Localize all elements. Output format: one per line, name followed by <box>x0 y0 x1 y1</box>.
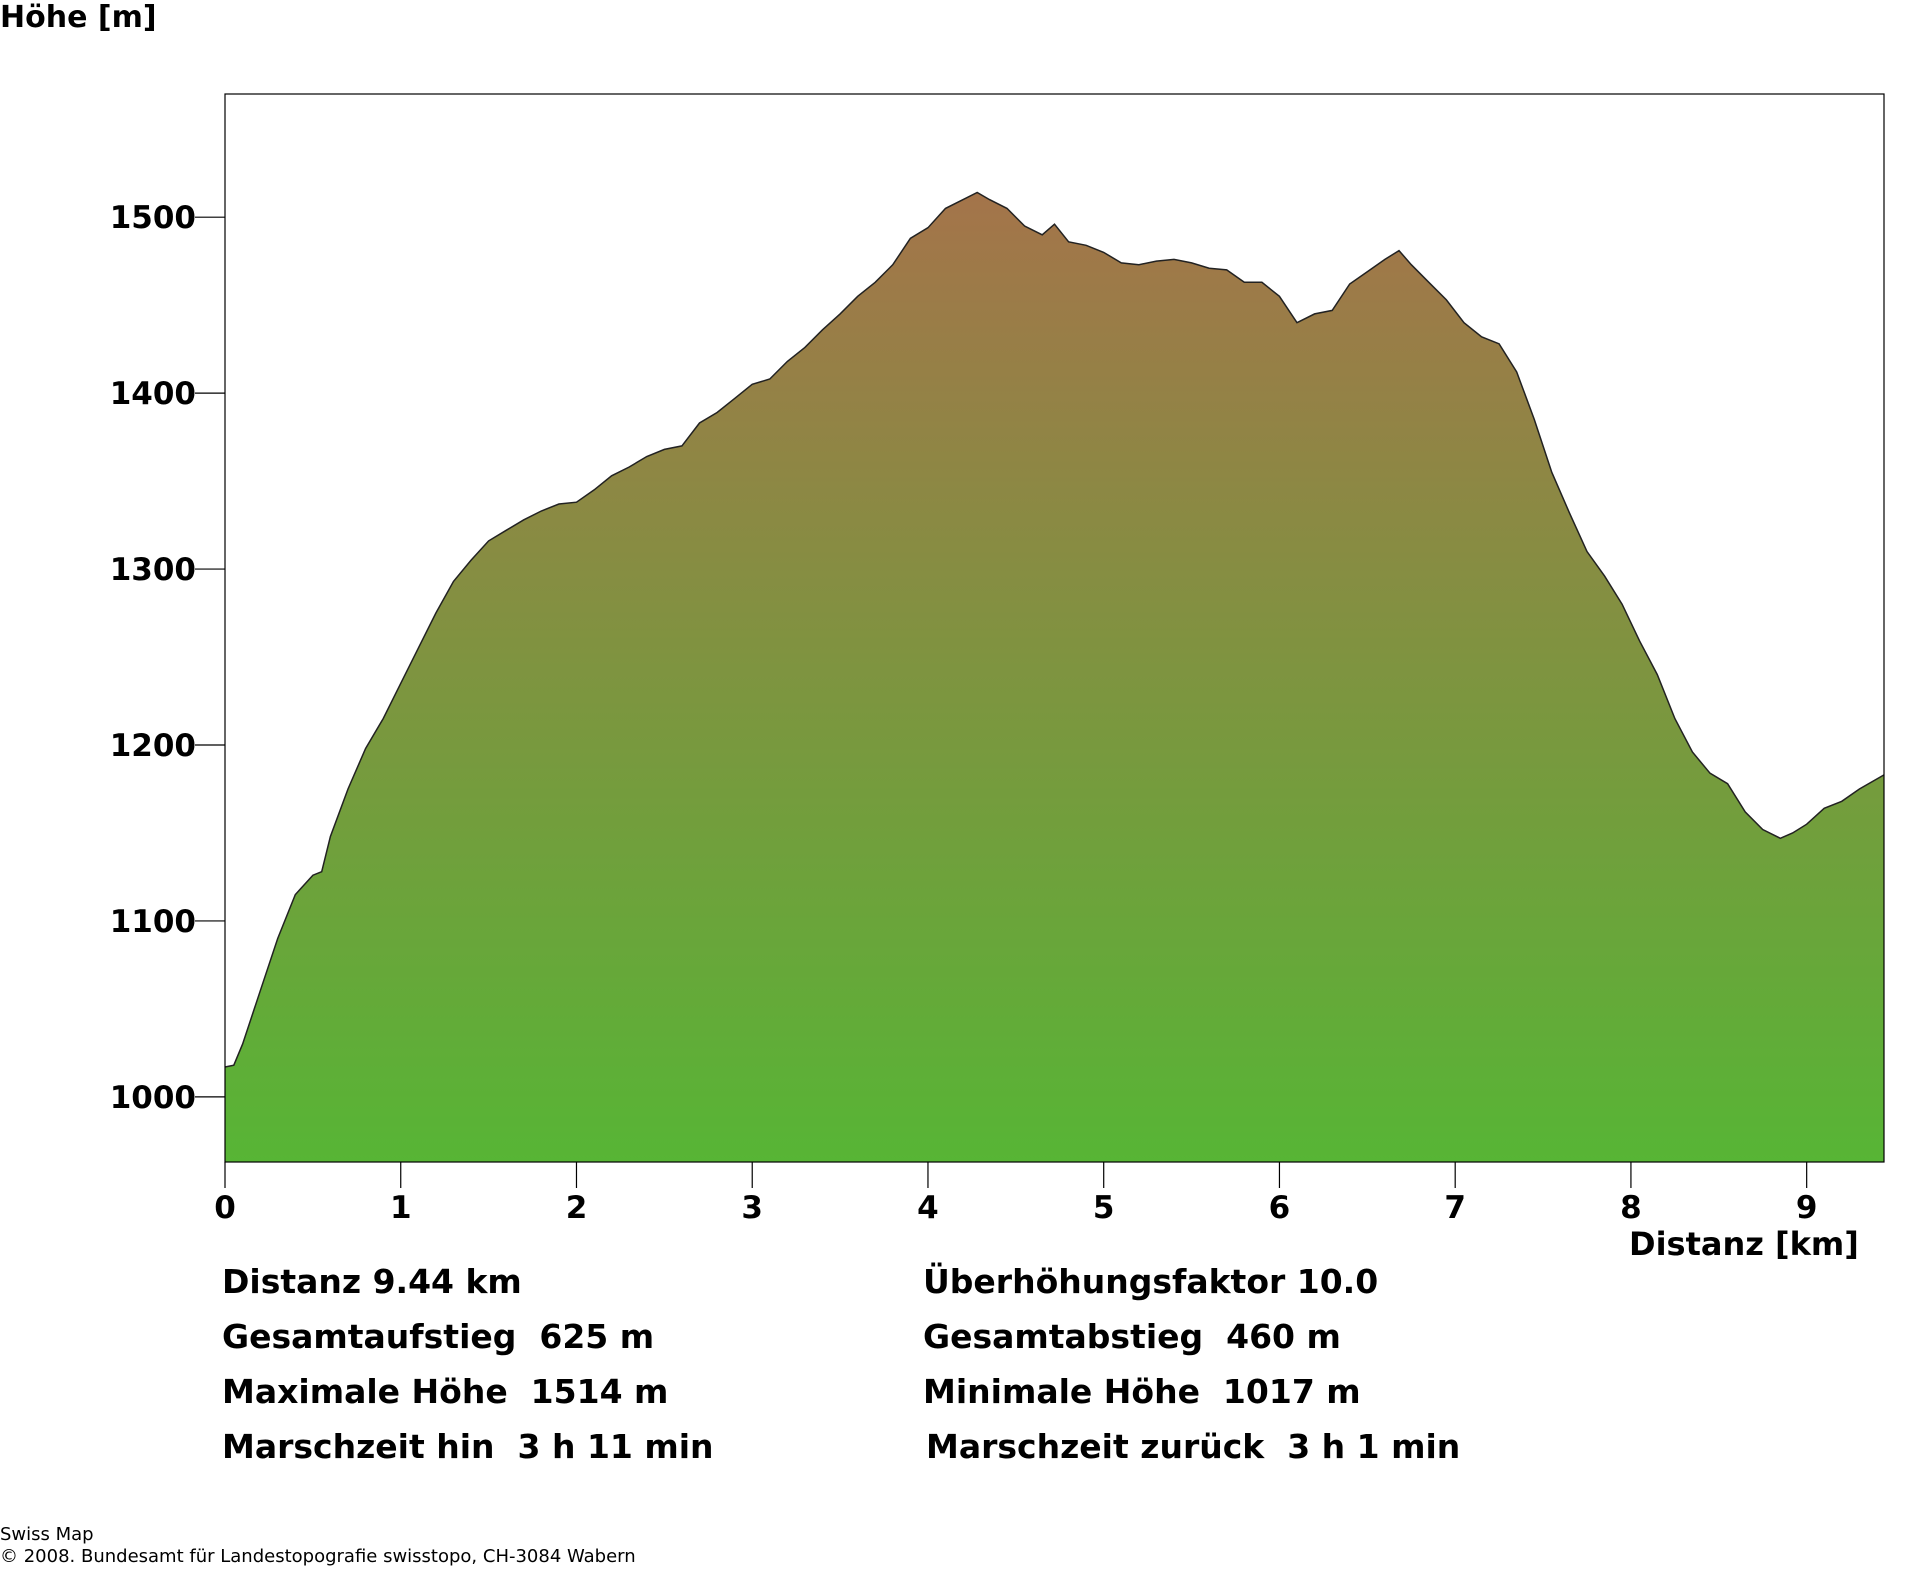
y-tick-label: 1000 <box>110 1080 196 1116</box>
y-tick-label: 1100 <box>110 904 196 940</box>
elevation-line <box>224 191 1885 1068</box>
stat-time-back: Marschzeit zurück 3 h 1 min <box>926 1427 1461 1466</box>
x-tick-label: 8 <box>1620 1190 1642 1226</box>
y-tick-label: 1500 <box>110 200 196 236</box>
plot-frame <box>224 93 1885 1163</box>
x-tick-label: 2 <box>566 1190 588 1226</box>
credit-title: Swiss Map <box>0 1524 94 1545</box>
y-tick-label: 1400 <box>110 376 196 412</box>
y-tick-label: 1200 <box>110 728 196 764</box>
stat-distance: Distanz 9.44 km <box>222 1262 522 1301</box>
x-tick-label: 7 <box>1444 1190 1466 1226</box>
y-axis-label: Höhe [m] <box>0 0 157 35</box>
x-tick-label: 9 <box>1796 1190 1818 1226</box>
x-tick-label: 3 <box>741 1190 763 1226</box>
y-tick-label: 1300 <box>110 552 196 588</box>
stat-time-forward: Marschzeit hin 3 h 11 min <box>222 1427 714 1466</box>
credit-copyright: © 2008. Bundesamt für Landestopografie s… <box>0 1546 636 1567</box>
x-tick-label: 0 <box>214 1190 236 1226</box>
stat-min-height: Minimale Höhe 1017 m <box>923 1372 1361 1411</box>
x-tick-label: 5 <box>1093 1190 1115 1226</box>
stat-total-descent: Gesamtabstieg 460 m <box>923 1317 1341 1356</box>
x-tick-label: 1 <box>390 1190 412 1226</box>
x-tick-label: 6 <box>1269 1190 1291 1226</box>
stat-max-height: Maximale Höhe 1514 m <box>222 1372 669 1411</box>
x-tick-label: 4 <box>917 1190 939 1226</box>
stat-total-ascent: Gesamtaufstieg 625 m <box>222 1317 655 1356</box>
elevation-area <box>225 192 1884 1162</box>
stat-exaggeration: Überhöhungsfaktor 10.0 <box>923 1262 1379 1301</box>
x-axis-label: Distanz [km] <box>1629 1225 1859 1263</box>
